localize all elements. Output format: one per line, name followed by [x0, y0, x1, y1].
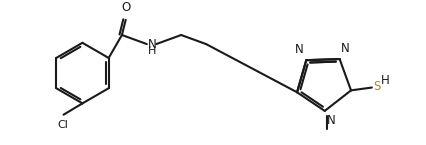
Text: Cl: Cl: [57, 120, 68, 130]
Text: H: H: [147, 46, 156, 56]
Text: N: N: [340, 42, 348, 55]
Text: S: S: [372, 80, 379, 93]
Text: N: N: [147, 38, 156, 51]
Text: N: N: [294, 43, 303, 56]
Text: H: H: [380, 74, 389, 87]
Text: N: N: [326, 114, 334, 127]
Text: O: O: [121, 1, 130, 14]
